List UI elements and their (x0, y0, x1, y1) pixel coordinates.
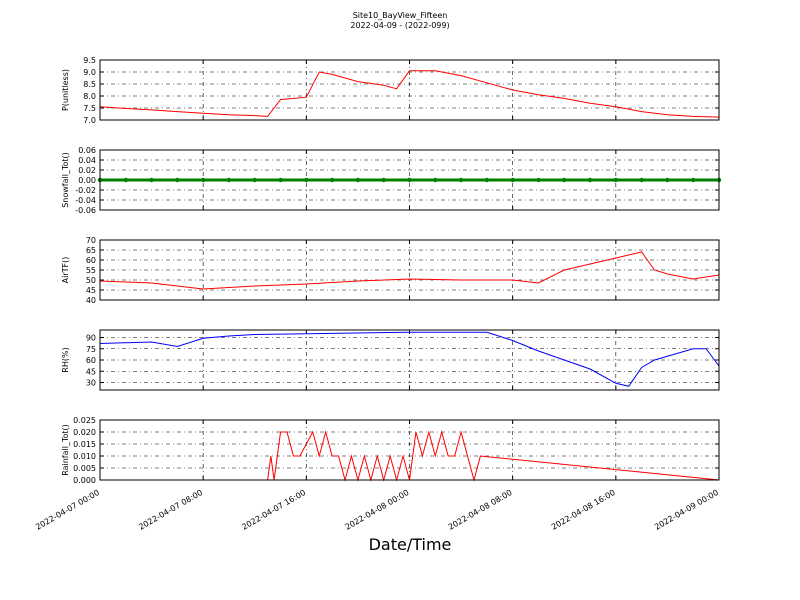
data-point (329, 177, 335, 183)
data-point (226, 177, 232, 183)
data-point (510, 177, 515, 183)
y-tick-label: 30 (86, 379, 96, 388)
y-tick-label: 9.5 (83, 56, 96, 65)
data-line (99, 331, 720, 387)
plot-frame (99, 419, 720, 481)
y-tick-label: 7.5 (83, 104, 96, 113)
data-point (691, 177, 696, 183)
chart-subtitle: 2022-04-09 - (2022-099) (350, 21, 449, 30)
data-point (123, 177, 128, 183)
y-tick-label: 0.00 (78, 176, 96, 185)
data-point (278, 177, 283, 183)
y-axis-label: Snowfall_Tot() (61, 152, 70, 208)
y-tick-label: 0.005 (73, 464, 96, 473)
y-tick-label: -0.04 (75, 196, 96, 205)
y-axis-label: AirTF() (61, 257, 70, 284)
y-tick-label: 0.015 (73, 440, 96, 449)
data-point (381, 177, 386, 183)
data-point (175, 177, 180, 183)
data-point (587, 177, 593, 183)
y-axis-label: P(unitless) (61, 69, 70, 111)
y-tick-label: 8.0 (83, 92, 96, 101)
data-point (665, 177, 670, 183)
data-line (99, 251, 720, 290)
data-line (100, 430, 720, 482)
data-point (639, 177, 644, 183)
y-tick-label: 45 (86, 367, 96, 376)
data-point (355, 177, 361, 183)
y-tick-label: 0.025 (73, 416, 96, 425)
plot-frame (99, 239, 720, 301)
data-point (252, 177, 257, 183)
data-point (149, 177, 154, 183)
plot-frame (99, 329, 720, 391)
plot-frame (99, 59, 720, 121)
y-tick-label: 60 (86, 356, 96, 365)
y-tick-label: 0.02 (78, 166, 96, 175)
y-tick-label: 50 (86, 276, 96, 285)
x-axis-label: Date/Time (369, 535, 452, 554)
y-tick-label: 0.020 (73, 428, 96, 437)
data-line (99, 70, 720, 118)
data-point (484, 177, 490, 183)
y-tick-label: 0.04 (78, 156, 96, 165)
data-point (433, 177, 438, 183)
y-axis-label: RH(%) (61, 347, 70, 372)
data-point (200, 177, 206, 183)
y-tick-label: 75 (86, 345, 96, 354)
y-tick-label: 0.000 (73, 476, 96, 485)
plot-frame (99, 149, 720, 211)
y-tick-label: 7.0 (83, 116, 96, 125)
data-point (562, 177, 567, 183)
data-point (458, 177, 464, 183)
y-tick-label: 65 (86, 246, 96, 255)
y-tick-label: 45 (86, 286, 96, 295)
y-tick-label: 40 (86, 296, 96, 305)
y-tick-label: -0.02 (75, 186, 96, 195)
y-tick-label: 9.0 (83, 68, 96, 77)
y-tick-label: 0.06 (78, 146, 96, 155)
y-tick-label: 0.010 (73, 452, 96, 461)
data-point (613, 177, 619, 183)
y-tick-label: 60 (86, 256, 96, 265)
chart-title: Site10_BayView_Fifteen (353, 11, 448, 20)
y-tick-label: 8.5 (83, 80, 96, 89)
y-tick-label: -0.06 (75, 206, 96, 215)
y-tick-label: 70 (86, 236, 96, 245)
data-point (536, 177, 541, 183)
data-point (304, 177, 309, 183)
y-axis-label: Rainfall_Tot() (61, 424, 70, 476)
y-tick-label: 55 (86, 266, 96, 275)
y-tick-label: 90 (86, 334, 96, 343)
data-point (407, 177, 412, 183)
